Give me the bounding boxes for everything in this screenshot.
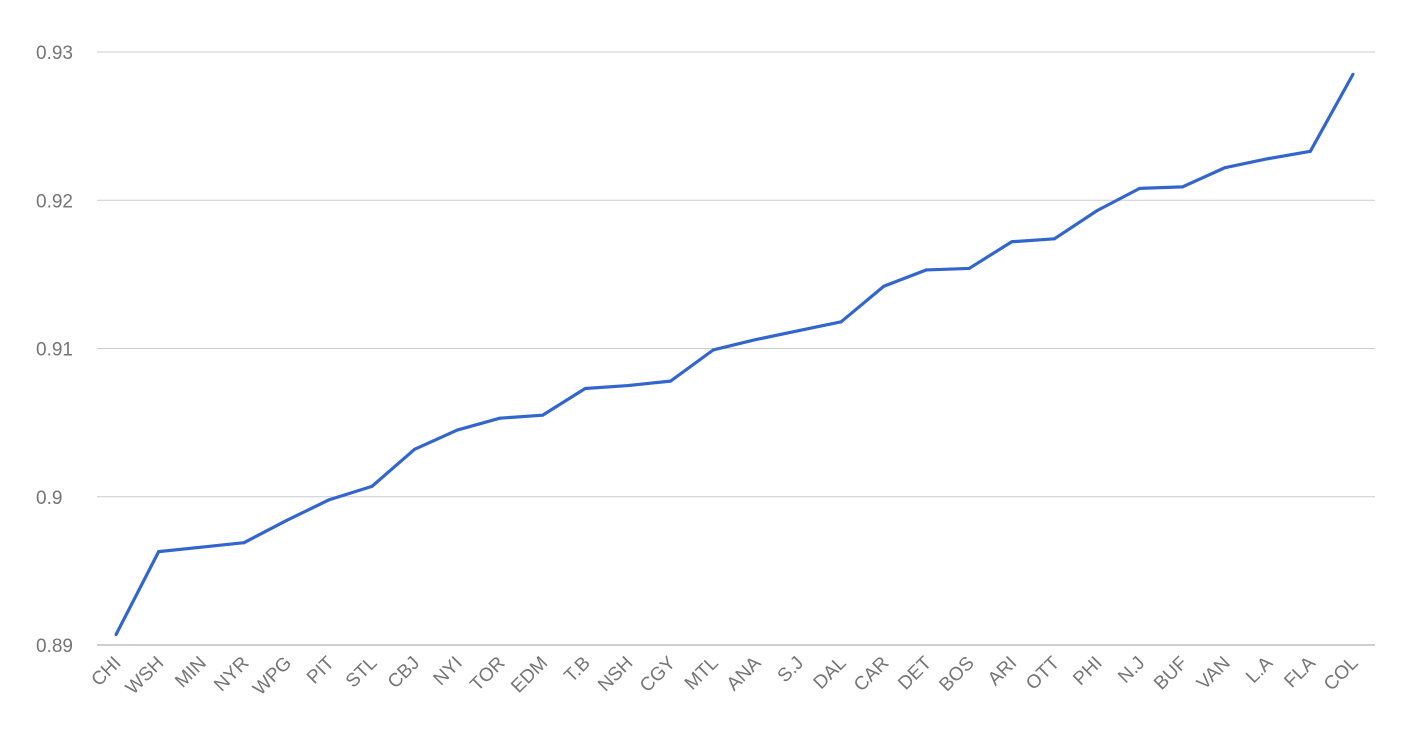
x-tick-label: DAL (810, 653, 851, 694)
x-tick-label: ARI (984, 653, 1021, 690)
data-point-FLA (1308, 149, 1312, 153)
x-tick-label: CBJ (384, 653, 424, 693)
data-point-PIT (327, 498, 331, 502)
data-point-ARI (1010, 240, 1014, 244)
data-point-NYR (242, 541, 246, 545)
data-point-S.J (796, 329, 800, 333)
x-tick-label: BUF (1150, 653, 1192, 695)
data-point-WSH (157, 550, 161, 554)
x-tick-label: CHI (88, 653, 126, 691)
data-point-N.J (1138, 186, 1142, 190)
x-tick-label: PIT (303, 652, 339, 688)
data-point-OTT (1052, 237, 1056, 241)
x-tick-label: N.J (1114, 653, 1149, 688)
x-tick-label: FLA (1280, 652, 1320, 692)
data-point-T.B (583, 387, 587, 391)
data-point-TOR (498, 416, 502, 420)
x-tick-label: WPG (249, 653, 296, 700)
y-tick-label: 0.91 (36, 340, 73, 361)
x-tick-label: CGY (636, 652, 680, 696)
data-point-VAN (1223, 166, 1227, 170)
data-point-CHI (114, 633, 118, 637)
data-point-EDM (541, 413, 545, 417)
data-point-STL (370, 484, 374, 488)
x-tick-label: EDM (507, 653, 552, 698)
x-tick-label: L.A (1242, 652, 1277, 687)
x-tick-label: PHI (1069, 653, 1106, 690)
x-tick-label: ANA (723, 652, 766, 695)
x-tick-label: WSH (122, 653, 168, 699)
y-tick-label: 0.89 (36, 636, 73, 657)
data-point-DET (924, 268, 928, 272)
x-tick-label: BOS (935, 653, 978, 696)
x-tick-label: MIN (171, 653, 210, 692)
data-point-COL (1351, 72, 1355, 76)
x-tick-label: CAR (850, 653, 893, 696)
data-point-NSH (626, 384, 630, 388)
x-tick-label: NYR (210, 653, 253, 696)
y-tick-label: 0.9 (36, 488, 62, 509)
series-line (114, 73, 1355, 636)
data-point-CAR (882, 284, 886, 288)
data-point-WPG (285, 518, 289, 522)
x-tick-label: T.B (560, 653, 594, 687)
x-tick-label: STL (342, 653, 381, 692)
data-point-ANA (754, 338, 758, 342)
y-tick-label: 0.92 (36, 191, 73, 212)
x-tick-label: NYI (430, 653, 467, 690)
x-tick-label: COL (1320, 653, 1362, 695)
data-point-CBJ (413, 447, 417, 451)
data-point-MIN (199, 545, 203, 549)
data-point-PHI (1095, 209, 1099, 213)
x-tick-label: VAN (1193, 653, 1234, 694)
x-tick-label: S.J (774, 653, 808, 687)
y-tick-label: 0.93 (36, 43, 73, 64)
x-tick-label: DET (894, 652, 936, 694)
data-point-BUF (1180, 185, 1184, 189)
data-point-L.A (1266, 157, 1270, 161)
x-tick-label: OTT (1022, 652, 1064, 694)
x-tick-label: MTL (681, 653, 723, 695)
data-point-DAL (839, 320, 843, 324)
data-point-BOS (967, 266, 971, 270)
data-point-MTL (711, 348, 715, 352)
data-point-CGY (669, 379, 673, 383)
data-point-NYI (455, 428, 459, 432)
x-tick-label: TOR (466, 653, 509, 696)
x-tick-label: NSH (594, 653, 637, 696)
